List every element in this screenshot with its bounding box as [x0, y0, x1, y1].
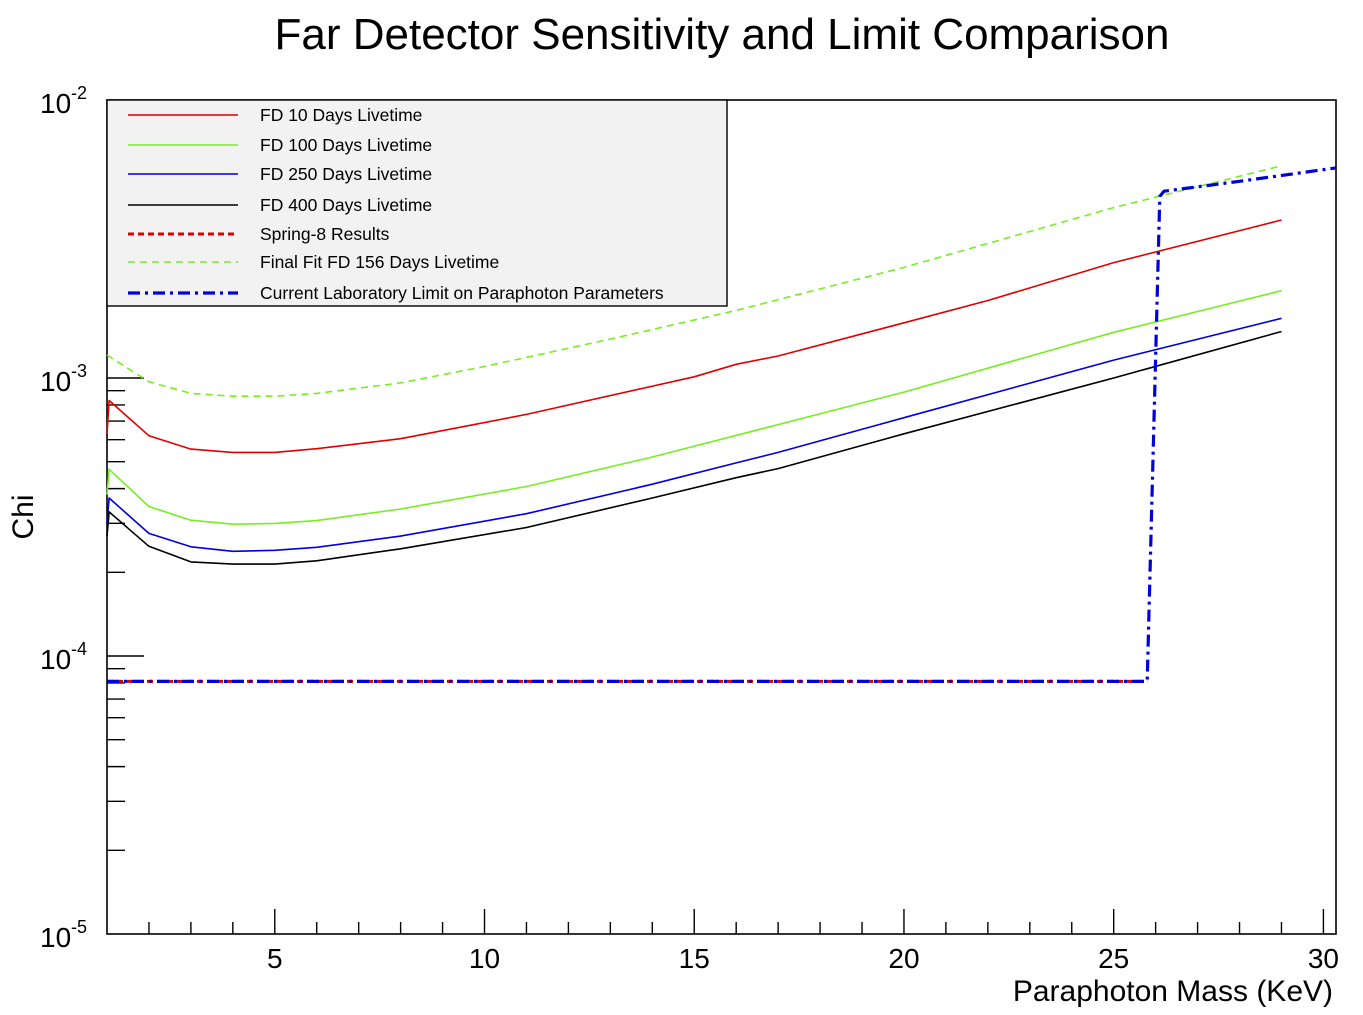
axis-ticks — [107, 112, 1325, 934]
y-axis-label: Chi — [7, 494, 40, 539]
x-tick-label: 25 — [1098, 943, 1129, 974]
legend-label-4: FD 400 Days Livetime — [260, 195, 432, 215]
series-line-1 — [106, 219, 1282, 454]
y-tick-label-exponent: -5 — [71, 917, 87, 937]
y-tick-label-base: 10 — [40, 366, 71, 397]
series-line-3 — [106, 317, 1282, 553]
legend-label-7: Current Laboratory Limit on Paraphoton P… — [260, 283, 664, 303]
legend-label-3: FD 250 Days Livetime — [260, 164, 432, 184]
y-tick-label-base: 10 — [40, 88, 71, 119]
chart-title: Far Detector Sensitivity and Limit Compa… — [275, 10, 1170, 59]
x-axis-label: Paraphoton Mass (KeV) — [1013, 975, 1333, 1008]
legend-label-6: Final Fit FD 156 Days Livetime — [260, 252, 499, 272]
x-tick-label: 30 — [1308, 943, 1339, 974]
y-tick-label-exponent: -3 — [71, 361, 87, 381]
series-line-2 — [106, 289, 1282, 526]
series-line-7 — [107, 166, 1337, 684]
y-tick-label-exponent: -4 — [71, 639, 87, 659]
data-series — [106, 165, 1337, 684]
x-tick-label: 20 — [888, 943, 919, 974]
legend: FD 10 Days Livetime FD 100 Days Livetime F… — [106, 99, 728, 307]
legend-label-5: Spring-8 Results — [260, 224, 390, 244]
legend-box — [106, 99, 728, 307]
series-line-6 — [106, 165, 1282, 398]
x-tick-label: 15 — [679, 943, 710, 974]
y-tick-label-base: 10 — [40, 922, 71, 953]
series-line-4 — [106, 330, 1282, 565]
y-tick-label-base: 10 — [40, 644, 71, 675]
x-tick-label: 10 — [469, 943, 500, 974]
legend-label-2: FD 100 Days Livetime — [260, 135, 432, 155]
y-tick-label-exponent: -2 — [71, 83, 87, 103]
x-tick-label: 5 — [267, 943, 283, 974]
legend-label-1: FD 10 Days Livetime — [260, 105, 422, 125]
